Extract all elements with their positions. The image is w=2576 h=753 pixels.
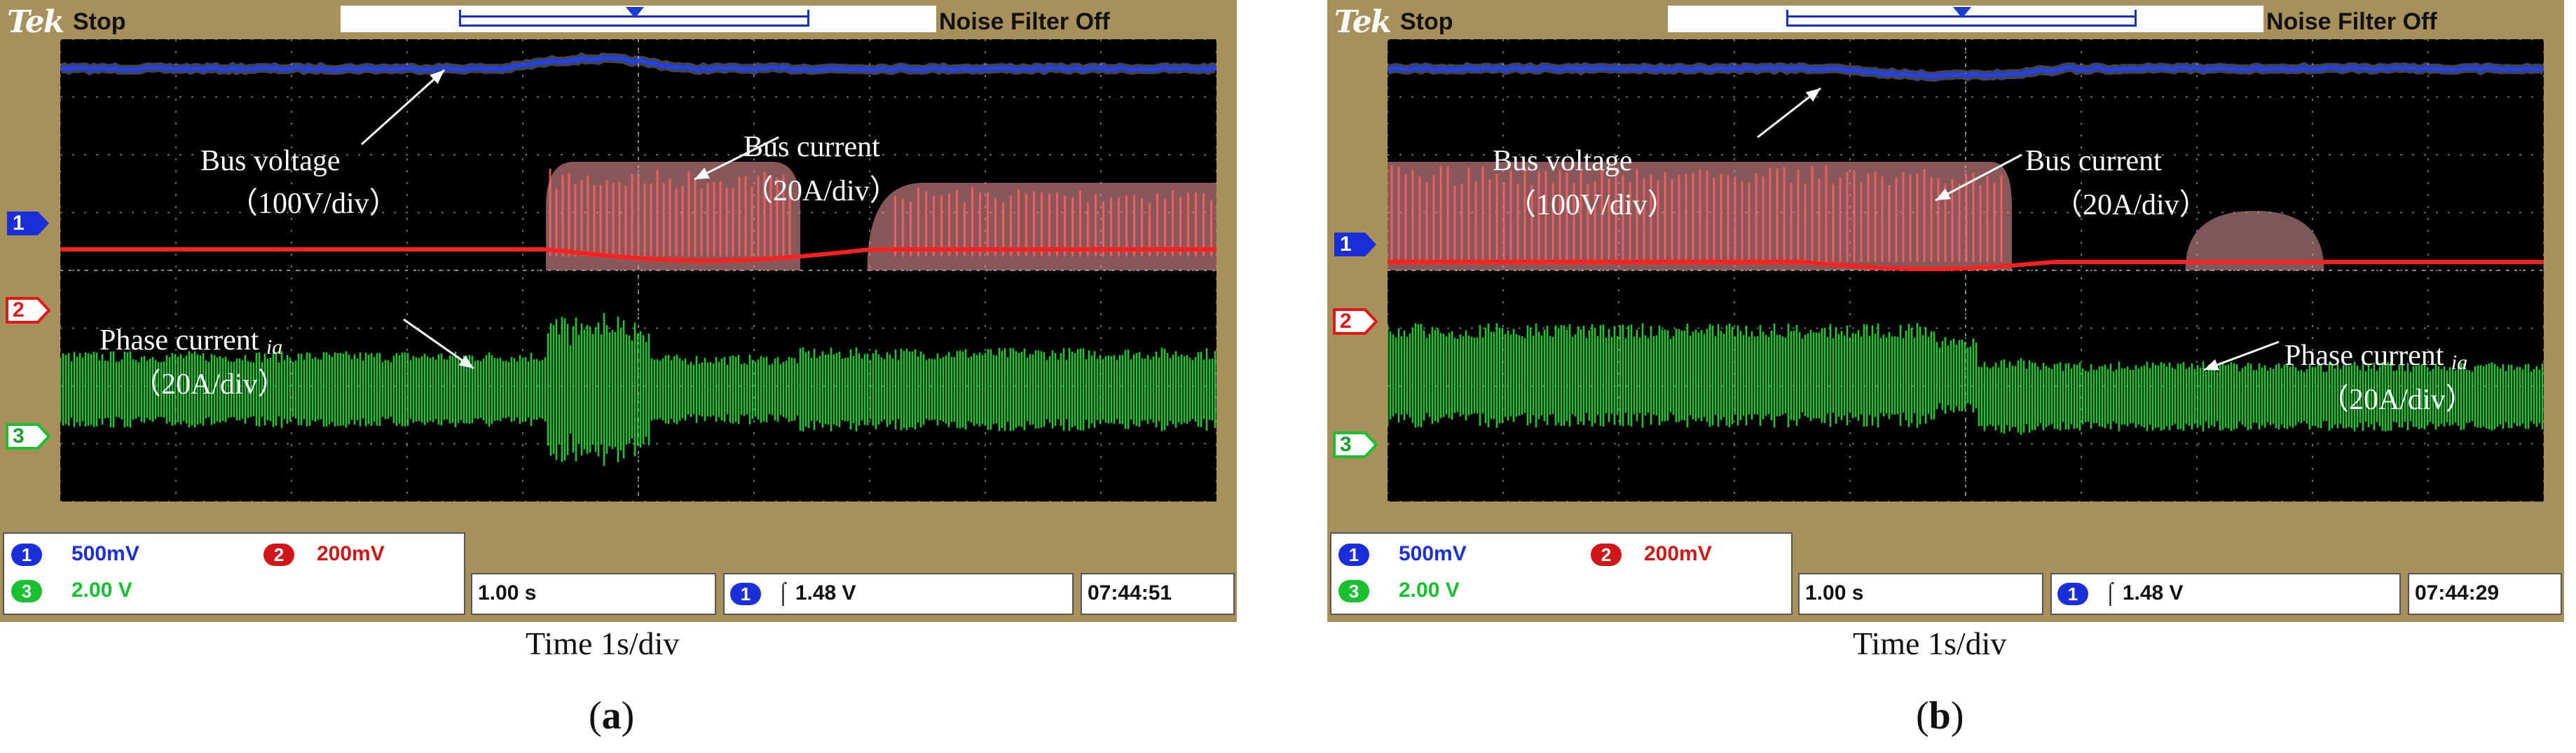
label-phase-current-text: Phase current xyxy=(100,324,259,357)
clock-readout: 07:44:51 xyxy=(1081,573,1235,615)
subfigure-label-text: (a) xyxy=(589,694,635,738)
label-bus-current: Bus current xyxy=(744,131,880,163)
x-axis-label: Time 1s/div xyxy=(1853,626,2007,661)
arrow-head xyxy=(1805,88,1821,102)
channel-readout: 1 500mV 2 200mV 3 2.00 V xyxy=(1330,532,1793,615)
ch3-scale: 2.00 V xyxy=(71,579,132,602)
label-phase-current: Phase current ia xyxy=(2284,339,2467,375)
scope-frame: Tek Stop Noise Filter Off Bus voltage （1… xyxy=(1327,0,2564,622)
waveform-plot xyxy=(1388,39,2544,502)
ch1-scale: 500mV xyxy=(71,542,139,565)
noise-filter-status: Noise Filter Off xyxy=(939,8,1110,35)
subfigure-label-text: (b) xyxy=(1916,694,1964,738)
annotation-arrow xyxy=(360,69,446,146)
ch3-scale: 2.00 V xyxy=(1399,579,1460,602)
annotation-arrow xyxy=(403,318,474,370)
brand-logo: Tek xyxy=(7,4,64,40)
bus-voltage-trace xyxy=(1388,65,2544,79)
trigger-channel-badge: 1 xyxy=(730,583,761,606)
noise-filter-status: Noise Filter Off xyxy=(2266,8,2437,35)
label-bus-current-scale: （20A/div） xyxy=(2053,189,2209,221)
scope-frame: Tek Stop Noise Filter Off Bus voltage （1… xyxy=(0,0,1237,622)
label-bus-voltage-scale: （100V/div） xyxy=(1507,189,1677,221)
label-phase-current-symbol: ia xyxy=(2451,351,2468,374)
trigger-level: 1.48 V xyxy=(795,581,856,605)
label-bus-current: Bus current xyxy=(2025,145,2162,177)
scope-topbar: Tek Stop Noise Filter Off xyxy=(1327,0,2564,40)
bus-current-trace xyxy=(60,247,1217,263)
ch2-badge: 2 xyxy=(263,544,294,566)
channel-readout: 1 500mV 2 200mV 3 2.00 V xyxy=(3,532,465,615)
run-status: Stop xyxy=(73,8,126,35)
label-phase-current-scale: （20A/div） xyxy=(132,368,287,401)
ch3-marker: 3 xyxy=(6,423,51,450)
ch1-scale: 500mV xyxy=(1399,542,1467,565)
subfigure-label: (b) xyxy=(1916,693,1964,738)
bus-current-envelope xyxy=(546,162,800,270)
arrow-head xyxy=(430,70,444,84)
label-bus-voltage: Bus voltage xyxy=(200,145,341,177)
waveform-grid: Bus voltage （100V/div） Bus current （20A/… xyxy=(60,39,1217,502)
label-bus-voltage-scale: （100V/div） xyxy=(228,188,399,220)
label-bus-current-scale: （20A/div） xyxy=(744,175,899,207)
ch2-badge: 2 xyxy=(1591,544,1622,566)
arrow-head xyxy=(694,167,710,179)
ch1-badge: 1 xyxy=(11,544,42,566)
x-axis-label: Time 1s/div xyxy=(526,626,680,661)
waveform-grid: Bus voltage （100V/div） Bus current （20A/… xyxy=(1388,39,2544,502)
label-phase-current: Phase current ia xyxy=(100,324,282,359)
phase-current-trace xyxy=(1388,323,2544,435)
label-phase-current-text: Phase current xyxy=(2284,340,2444,372)
ch2-marker: 2 xyxy=(6,297,51,324)
phase-current-trace xyxy=(60,312,1217,467)
rising-edge-icon: ⌠ xyxy=(776,581,790,605)
oscilloscope-panel-b: Tek Stop Noise Filter Off Bus voltage （1… xyxy=(1327,0,2564,753)
bus-current-spikes xyxy=(1390,165,2003,262)
scope-topbar: Tek Stop Noise Filter Off xyxy=(0,0,1237,40)
annotation-arrow xyxy=(1935,153,2022,202)
timebase-readout: 1.00 s xyxy=(471,573,716,615)
ch3-badge: 3 xyxy=(11,580,42,602)
label-phase-current-scale: （20A/div） xyxy=(2320,384,2475,416)
trigger-level: 1.48 V xyxy=(2122,581,2184,605)
timebase-readout: 1.00 s xyxy=(1798,573,2043,615)
label-phase-current-symbol: ia xyxy=(266,336,283,359)
rising-edge-icon: ⌠ xyxy=(2104,581,2117,605)
ch1-badge: 1 xyxy=(1338,544,1369,566)
ch2-marker: 2 xyxy=(1333,308,1378,335)
ch2-scale: 200mV xyxy=(317,542,385,565)
trigger-position-marker xyxy=(1953,7,1971,18)
annotation-arrow xyxy=(694,136,779,181)
bus-current-spikes xyxy=(549,169,1212,256)
ch1-marker: 1 xyxy=(6,210,50,237)
bus-current-tail xyxy=(2185,211,2324,270)
brand-logo: Tek xyxy=(1334,4,1392,40)
trigger-readout: 1 ⌠ 1.48 V xyxy=(2050,573,2401,615)
clock-readout: 07:44:29 xyxy=(2408,573,2562,615)
ch2-scale: 200mV xyxy=(1644,542,1712,565)
trigger-position-marker xyxy=(626,7,644,18)
subfigure-label: (a) xyxy=(589,693,634,738)
oscilloscope-panel-a: Tek Stop Noise Filter Off Bus voltage （1… xyxy=(0,0,1237,753)
run-status: Stop xyxy=(1400,8,1453,35)
trigger-channel-badge: 1 xyxy=(2057,583,2088,606)
arrow-head xyxy=(2204,359,2219,371)
ch1-marker: 1 xyxy=(1333,231,1378,258)
trigger-readout: 1 ⌠ 1.48 V xyxy=(723,573,1074,615)
bus-current-trace xyxy=(1388,260,2544,272)
bus-voltage-trace xyxy=(60,55,1217,72)
ch3-badge: 3 xyxy=(1338,580,1369,602)
arrow-head xyxy=(458,355,474,368)
waveform-plot xyxy=(60,39,1217,502)
ch3-marker: 3 xyxy=(1333,431,1378,458)
arrow-head xyxy=(1936,188,1951,200)
label-bus-voltage: Bus voltage xyxy=(1493,145,1633,177)
